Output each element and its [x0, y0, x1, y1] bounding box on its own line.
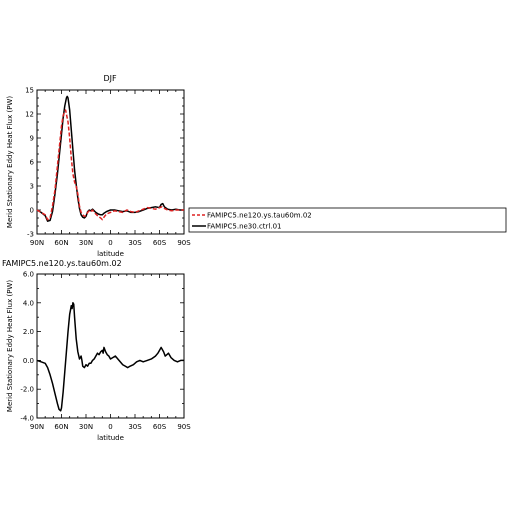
chart2-series-1-line — [36, 302, 184, 412]
chart1-xtick-label: 60N — [54, 239, 68, 247]
chart2-xtick-label: 90S — [177, 423, 191, 431]
chart2-xtick-label: 60N — [54, 423, 68, 431]
chart1-legend-label: FAMIPC5.ne120.ys.tau60m.02 — [207, 212, 312, 220]
chart1-xtick-label: 60S — [153, 239, 167, 247]
chart1-xtick-label: 90S — [177, 239, 191, 247]
chart2-ylabel: Merid Stationary Eddy Heat Flux (PW) — [6, 280, 14, 412]
chart1-ytick-label: 15 — [25, 87, 34, 95]
chart1-legend-label: FAMIPC5.ne30.ctrl.01 — [207, 223, 282, 231]
chart2-xtick-label: 60S — [153, 423, 167, 431]
chart2-xtick-label: 30S — [128, 423, 142, 431]
chart1-ytick-label: 0 — [30, 207, 34, 215]
chart1-xlabel: latitude — [97, 250, 124, 258]
chart1-ytick-label: -3 — [27, 231, 34, 239]
chart1-ytick-label: 6 — [30, 159, 35, 167]
chart1-title: DJF — [103, 74, 117, 83]
chart2-ytick-label: 6.0 — [23, 271, 34, 279]
chart1-xtick-label: 30S — [128, 239, 142, 247]
chart1-ytick-label: 3 — [30, 183, 34, 191]
chart2-ytick-label: -4.0 — [20, 415, 34, 423]
chart1-xtick-label: 90N — [30, 239, 44, 247]
chart2-ytick-label: 2.0 — [23, 328, 34, 336]
chart1-legend-box — [188, 207, 507, 233]
chart2-xtick-label: 90N — [30, 423, 44, 431]
chart2-ytick-label: 4.0 — [23, 299, 34, 307]
chart1-series-2-line — [36, 95, 184, 222]
chart2-ytick-label: 0.0 — [23, 357, 34, 365]
chart1-xtick-label: 0 — [108, 239, 112, 247]
chart2-xlabel: latitude — [97, 434, 124, 442]
chart2-ytick-label: -2.0 — [20, 386, 34, 394]
chart2-title: FAMIPC5.ne120.ys.tau60m.02 — [2, 259, 122, 268]
chart2-frame — [36, 273, 185, 419]
chart1-ylabel: Merid Stationary Eddy Heat Flux (PW) — [6, 96, 14, 228]
chart1-xtick-label: 30N — [79, 239, 93, 247]
chart2-xtick-label: 0 — [108, 423, 112, 431]
chart1-ytick-label: 12 — [25, 111, 34, 119]
chart1-ytick-label: 9 — [30, 135, 34, 143]
chart1-series-1-line — [36, 109, 184, 221]
chart2-xtick-label: 30N — [79, 423, 93, 431]
